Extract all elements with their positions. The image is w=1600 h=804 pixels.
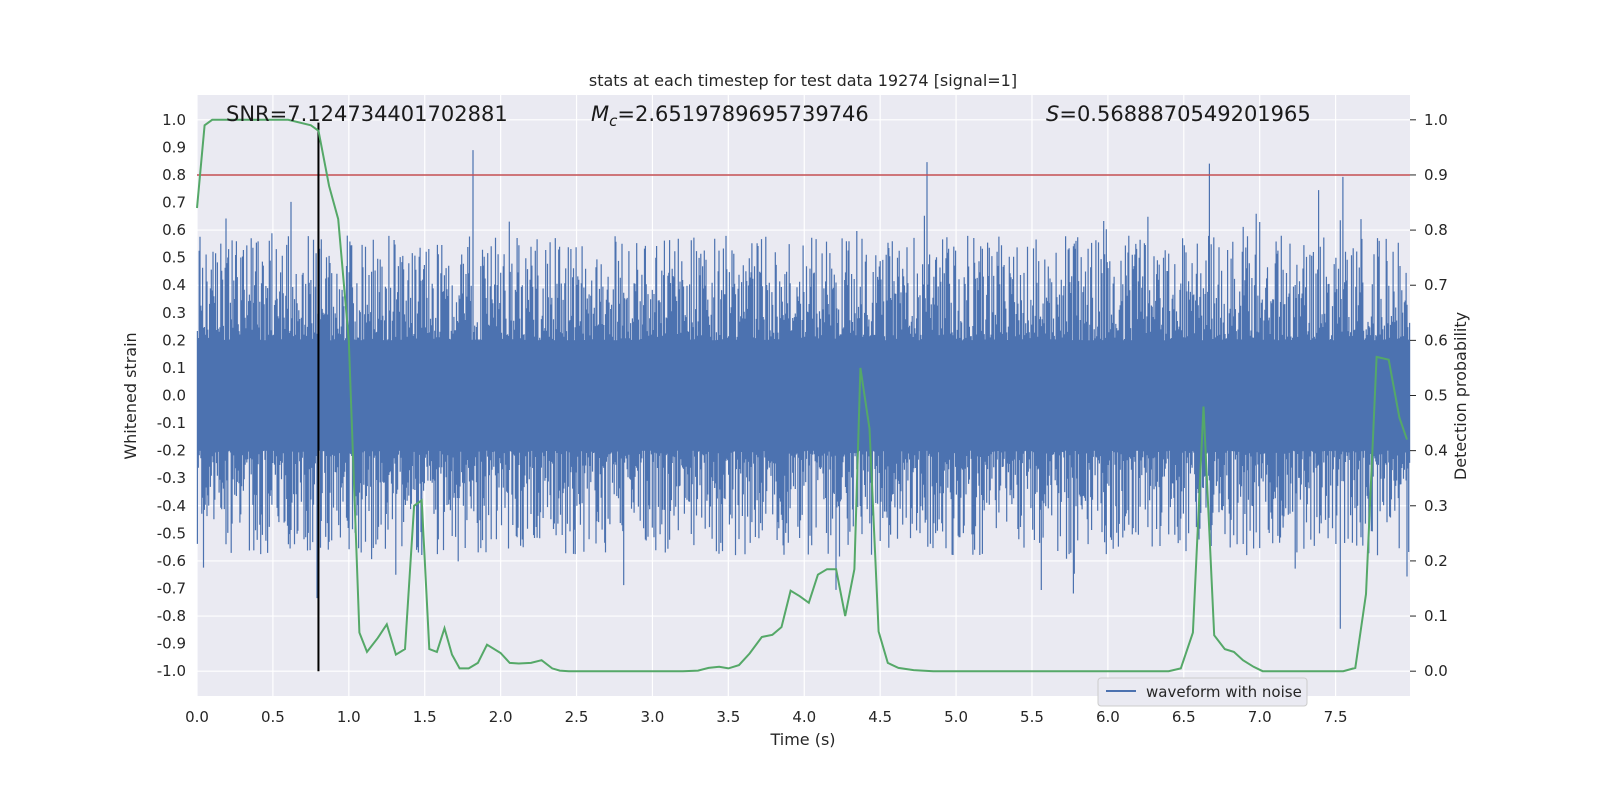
y-tick-label-left: -0.2: [157, 442, 186, 460]
x-axis-label: Time (s): [769, 730, 835, 749]
y-tick-labels-left: 1.0 0.9 0.8 0.7 0.6 0.5 0.4 0.3 0.2 0.1 0.0 -0.1 -0.…: [157, 111, 186, 680]
y-tick-labels-right: 1.0 0.9 0.8 0.7 0.6 0.5 0.4 0.3 0.2 0.1 0.0: [1410, 111, 1448, 680]
y-tick-label-left: -0.3: [157, 469, 186, 487]
y-tick-label-left: 0.2: [162, 331, 186, 349]
x-tick-label: 4.0: [792, 708, 816, 726]
y-tick-label-left: -1.0: [157, 662, 186, 680]
y-tick-label-left: -0.1: [157, 414, 186, 432]
mc-symbol: M: [591, 102, 609, 126]
x-tick-label: 2.0: [489, 708, 513, 726]
x-tick-label: 3.5: [716, 708, 740, 726]
y-tick-label-right: 0.0: [1424, 662, 1448, 680]
y-tick-label-right: 0.3: [1424, 497, 1448, 515]
y-tick-label-left: 0.8: [162, 166, 186, 184]
y-tick-label-right: 0.4: [1424, 442, 1448, 460]
y-axis-label-left: Whitened strain: [121, 332, 140, 459]
s-value: =0.5688870549201965: [1059, 102, 1310, 126]
x-tick-label: 1.5: [413, 708, 437, 726]
y-tick-label-left: -0.6: [157, 552, 186, 570]
y-tick-label-left: 0.1: [162, 359, 186, 377]
x-tick-label: 3.0: [641, 708, 665, 726]
y-tick-label-right: 0.5: [1424, 387, 1448, 405]
x-tick-label: 6.0: [1096, 708, 1120, 726]
y-tick-label-right: 0.6: [1424, 331, 1448, 349]
x-tick-label: 4.5: [868, 708, 892, 726]
waveform-series: [196, 150, 1411, 629]
y-tick-label-left: 0.6: [162, 221, 186, 239]
y-tick-label-left: 0.9: [162, 138, 186, 156]
x-tick-labels: 0.0 0.5 1.0 1.5 2.0 2.5 3.0 3.5 4.0 4.5 5.0 5.5 6.0 6…: [185, 708, 1347, 726]
x-tick-label: 2.5: [565, 708, 589, 726]
y-tick-label-left: -0.5: [157, 524, 186, 542]
y-tick-label-left: -0.4: [157, 497, 186, 515]
x-tick-label: 5.5: [1020, 708, 1044, 726]
y-tick-label-left: 0.0: [162, 387, 186, 405]
legend-entry: waveform with noise: [1146, 683, 1302, 701]
y-tick-label-right: 0.2: [1424, 552, 1448, 570]
x-tick-label: 5.0: [944, 708, 968, 726]
legend: waveform with noise: [1097, 677, 1308, 707]
y-tick-label-left: 0.3: [162, 304, 186, 322]
x-tick-label: 0.0: [185, 708, 209, 726]
y-tick-label-left: -0.9: [157, 635, 186, 653]
y-tick-label-left: 0.7: [162, 194, 186, 212]
y-tick-label-left: 0.4: [162, 276, 186, 294]
chart-title: stats at each timestep for test data 192…: [589, 71, 1017, 90]
probability-series: [196, 118, 1408, 673]
y-tick-label-right: 0.1: [1424, 607, 1448, 625]
legend-box: [1097, 677, 1308, 707]
s-annotation: S=0.5688870549201965: [1046, 102, 1311, 126]
y-axis-label-right: Detection probability: [1451, 312, 1470, 480]
x-tick-label: 7.0: [1248, 708, 1272, 726]
y-tick-label-right: 0.9: [1424, 166, 1448, 184]
mc-subscript: c: [609, 112, 618, 130]
y-tick-label-right: 0.7: [1424, 276, 1448, 294]
y-tick-label-left: 0.5: [162, 249, 186, 267]
snr-annotation: SNR=7.124734401702881: [226, 102, 508, 126]
chirp-mass-annotation: Mc=2.6519789695739746: [591, 102, 869, 130]
y-tick-label-left: -0.8: [157, 607, 186, 625]
y-tick-label-left: 1.0: [162, 111, 186, 129]
s-symbol: S: [1046, 102, 1059, 126]
y-tick-label-right: 0.8: [1424, 221, 1448, 239]
y-tick-label-right: 1.0: [1424, 111, 1448, 129]
x-tick-label: 0.5: [261, 708, 285, 726]
y-tick-label-left: -0.7: [157, 579, 186, 597]
x-tick-label: 7.5: [1324, 708, 1348, 726]
waveform-core: [197, 340, 1410, 451]
x-tick-label: 6.5: [1172, 708, 1196, 726]
x-tick-label: 1.0: [337, 708, 361, 726]
mc-value: =2.6519789695739746: [617, 102, 868, 126]
